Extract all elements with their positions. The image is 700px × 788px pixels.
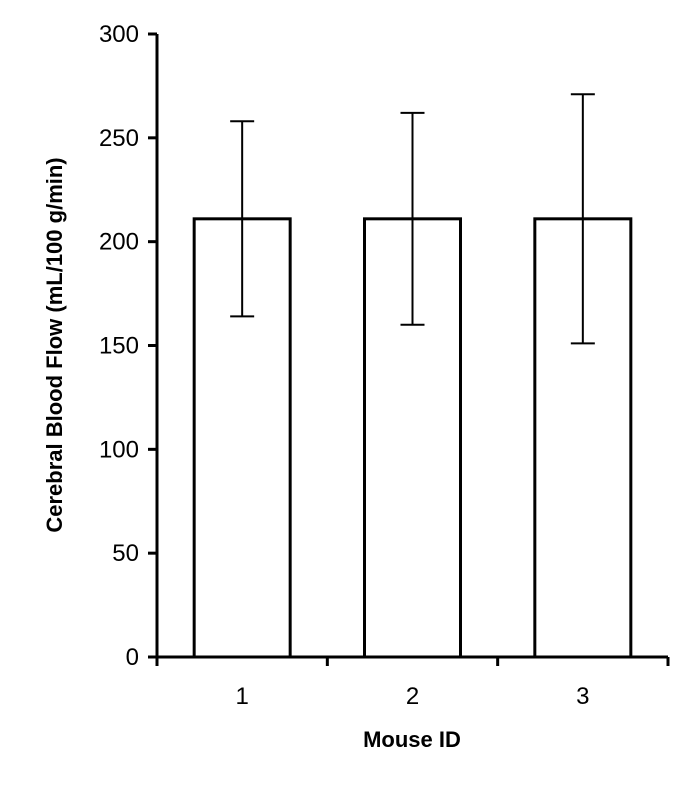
- y-tick-label: 150: [99, 333, 139, 360]
- y-tick-label: 100: [99, 436, 139, 463]
- x-tick-label: 2: [406, 683, 419, 710]
- y-axis-title: Cerebral Blood Flow (mL/100 g/min): [42, 157, 67, 532]
- y-tick-label: 250: [99, 125, 139, 152]
- x-axis-title: Mouse ID: [363, 727, 461, 752]
- x-tick-label: 1: [235, 683, 248, 710]
- x-tick-label: 3: [576, 683, 589, 710]
- y-tick-label: 50: [112, 540, 139, 567]
- y-tick-label: 300: [99, 21, 139, 48]
- y-tick-label: 0: [126, 644, 139, 671]
- y-tick-label: 200: [99, 229, 139, 256]
